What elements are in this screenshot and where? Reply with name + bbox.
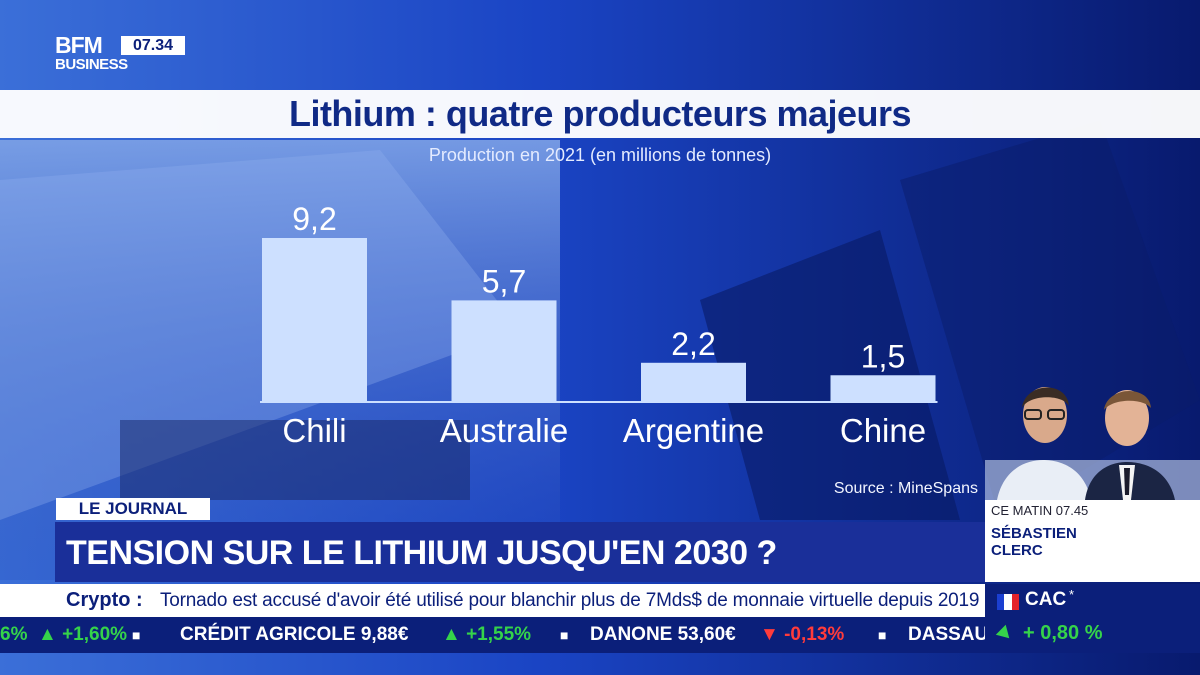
stock-item: ▲ +1,55% bbox=[442, 624, 532, 645]
presenter-time: CE MATIN 07.45 bbox=[991, 503, 1089, 518]
category-label: Argentine bbox=[623, 412, 764, 449]
logo-bottom-text: BUSINESS bbox=[55, 56, 128, 73]
index-name: CAC bbox=[1025, 589, 1067, 610]
index-value: + 0,80 % bbox=[1023, 622, 1103, 644]
headline: TENSION SUR LE LITHIUM JUSQU'EN 2030 ? bbox=[66, 534, 777, 572]
france-flag-icon bbox=[997, 594, 1019, 610]
logo-top-text: BFM bbox=[55, 32, 103, 58]
index-star: * bbox=[1069, 587, 1075, 602]
guests-photo bbox=[985, 387, 1200, 500]
stock-item: ▲ +1,60% bbox=[38, 624, 128, 645]
stock-item: DASSAU bbox=[908, 624, 985, 645]
clock: 07.34 bbox=[121, 36, 185, 55]
up-arrow-icon bbox=[995, 624, 1015, 644]
stock-item: DANONE 53,60€ bbox=[590, 624, 736, 645]
bar-chine bbox=[830, 375, 936, 402]
presenter-panel: CE MATIN 07.45 SÉBASTIEN CLERC bbox=[985, 500, 1200, 582]
guest-1-avatar bbox=[997, 387, 1091, 500]
presenter-name: SÉBASTIEN CLERC bbox=[991, 525, 1077, 559]
guest-2-avatar bbox=[1085, 390, 1175, 500]
value-label: 5,7 bbox=[482, 263, 526, 299]
ticker-label: Crypto : bbox=[66, 589, 143, 611]
stock-item: ■ bbox=[132, 627, 141, 643]
chart-subtitle: Production en 2021 (en millions de tonne… bbox=[428, 145, 772, 165]
category-label: Australie bbox=[440, 412, 568, 449]
stock-item: ■ bbox=[878, 627, 887, 643]
category-label: Chili bbox=[282, 412, 346, 449]
category-label: Chine bbox=[840, 412, 926, 449]
bar-australie bbox=[451, 300, 557, 402]
headline-band bbox=[55, 522, 985, 582]
program-tag: LE JOURNAL bbox=[56, 498, 210, 520]
chart-source: Source : MineSpans bbox=[833, 480, 978, 497]
chart-title: Lithium : quatre producteurs majeurs bbox=[288, 93, 912, 134]
stock-item: ▼ -0,13% bbox=[760, 624, 845, 645]
stock-ticker: 6% ▲ +1,60% ■ CRÉDIT AGRICOLE 9,88€ ▲ +1,55%… bbox=[0, 617, 985, 653]
stock-item: ■ bbox=[560, 627, 569, 643]
ticker-text: Tornado est accusé d'avoir été utilisé p… bbox=[160, 590, 980, 611]
bfm-business-logo: BFM BUSINESS bbox=[55, 32, 128, 75]
value-label: 2,2 bbox=[671, 326, 715, 362]
bar-chili bbox=[262, 238, 367, 402]
bar-argentine bbox=[641, 362, 746, 402]
index-box: CAC * + 0,80 % bbox=[985, 584, 1200, 653]
news-ticker: Crypto : Tornado est accusé d'avoir été … bbox=[0, 584, 985, 617]
value-label: 1,5 bbox=[861, 338, 905, 374]
stock-item: 6% bbox=[0, 624, 28, 645]
title-band bbox=[0, 90, 1200, 138]
value-label: 9,2 bbox=[292, 201, 336, 237]
stock-item: CRÉDIT AGRICOLE 9,88€ bbox=[180, 624, 409, 645]
